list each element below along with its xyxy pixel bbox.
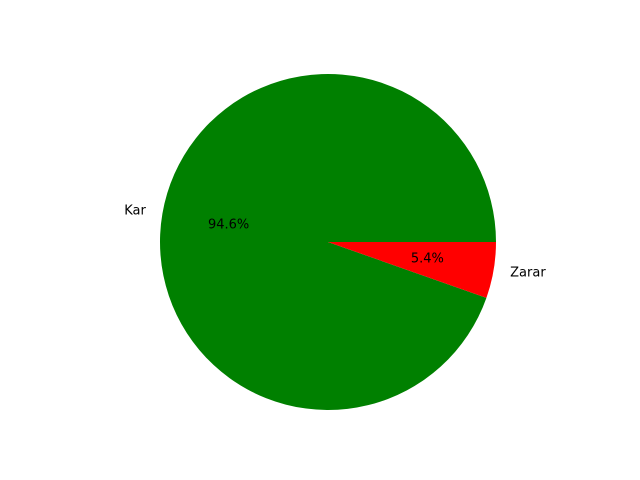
pie-labels: Kar 94.6% Zarar 5.4%: [124, 203, 546, 280]
pct-label-kar: 94.6%: [208, 217, 249, 232]
pie-slices: [160, 73, 497, 410]
pie-slice-kar: [160, 73, 497, 410]
slice-label-kar: Kar: [124, 203, 146, 218]
pie-slice-zarar: [328, 242, 496, 298]
slice-label-zarar: Zarar: [510, 266, 546, 281]
pct-label-zarar: 5.4%: [411, 252, 444, 267]
